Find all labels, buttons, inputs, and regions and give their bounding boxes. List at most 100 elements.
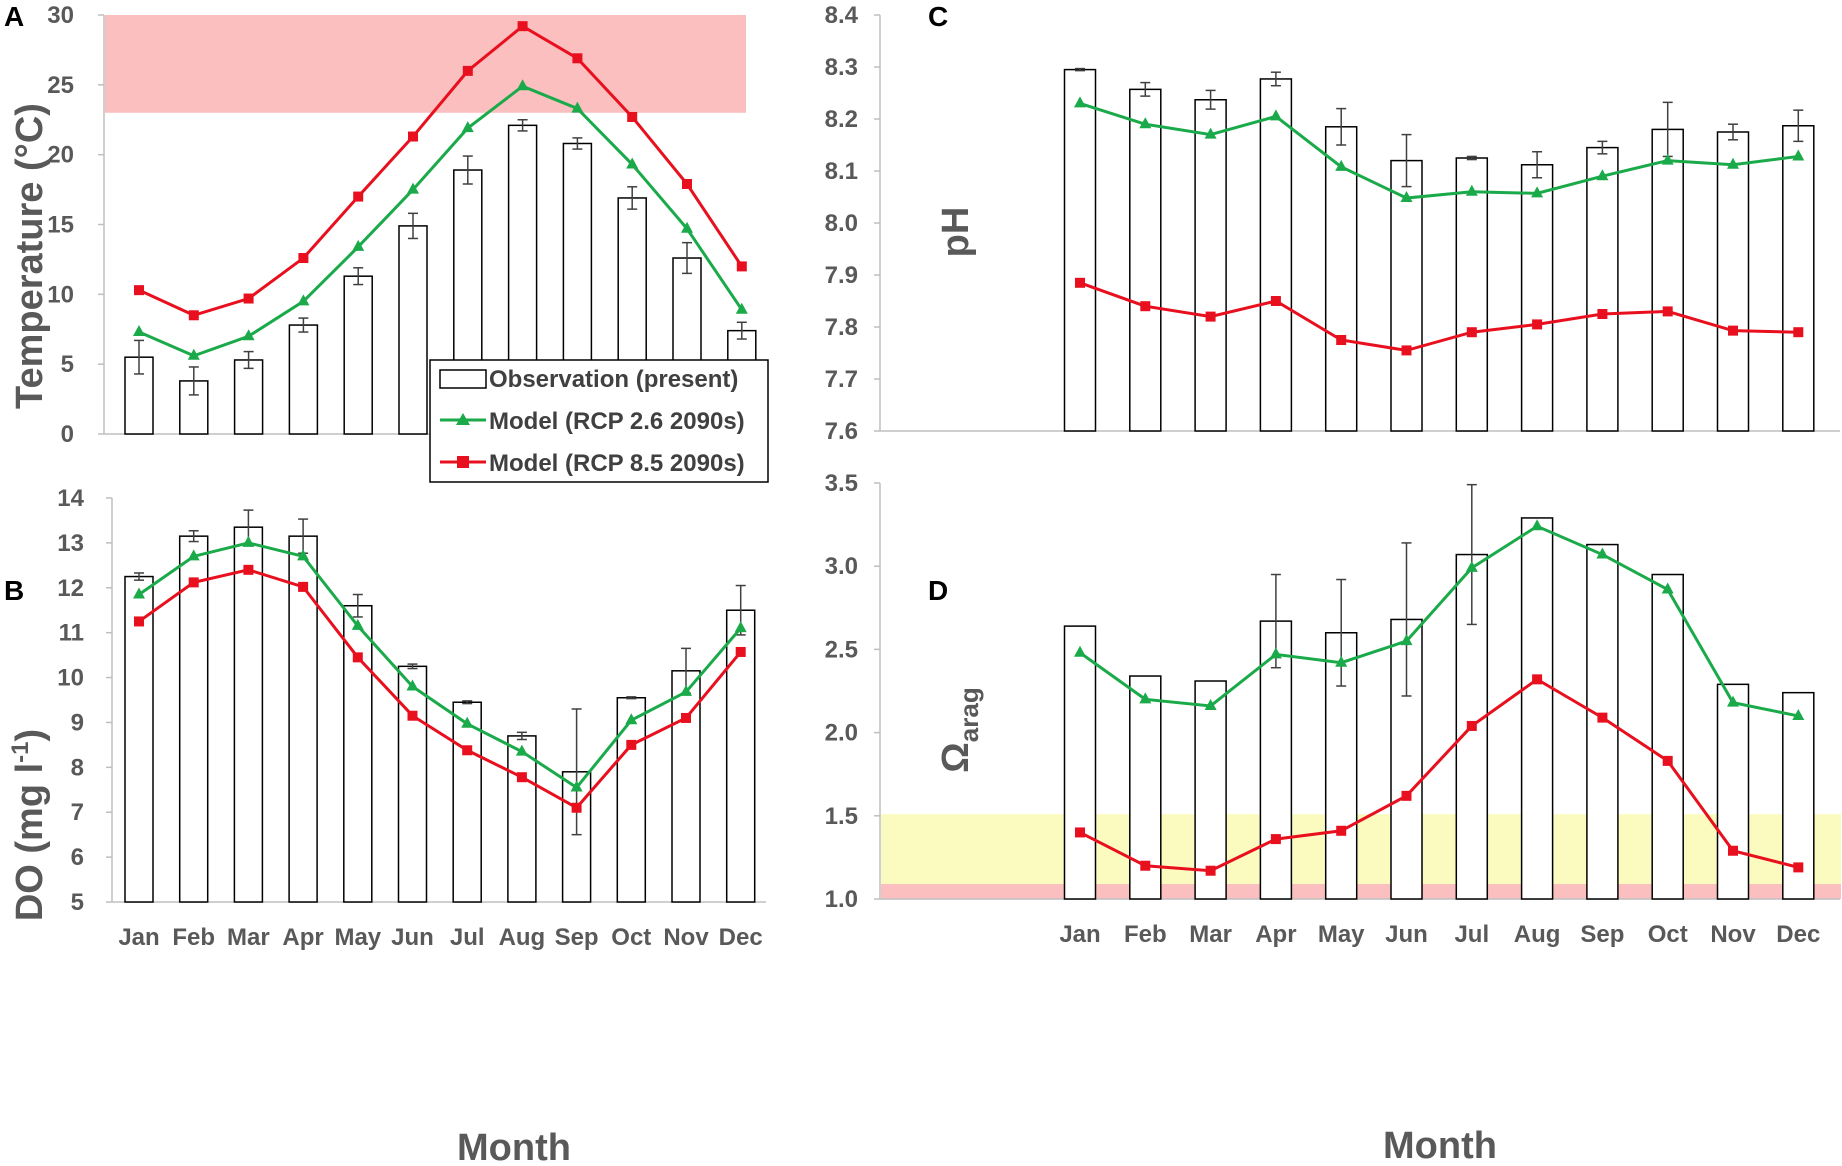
x-tick-label: May bbox=[1318, 921, 1365, 948]
rcp26-point bbox=[734, 621, 747, 633]
rcp26-point bbox=[1465, 184, 1478, 196]
panel-letter-b: B bbox=[4, 575, 24, 606]
x-tick-label: Jul bbox=[450, 924, 485, 951]
rcp85-point bbox=[571, 802, 582, 813]
panel-d: 1.0 1.5 2.0 2.5 3.0 3.5 Jan Feb Mar Apr May Jun Jul A… bbox=[825, 470, 1841, 948]
rcp85-point bbox=[1336, 825, 1347, 836]
rcp26-point bbox=[626, 157, 639, 169]
panel-letter-a: A bbox=[4, 1, 24, 32]
observation-bar bbox=[1782, 125, 1815, 432]
x-tick-label: Jun bbox=[1385, 921, 1428, 948]
rcp26-line bbox=[138, 84, 744, 358]
y-tick-label: 15 bbox=[47, 212, 74, 239]
rcp26-point bbox=[570, 780, 583, 792]
rcp85-point bbox=[1466, 327, 1477, 338]
rcp85-point bbox=[1270, 296, 1281, 306]
rcp26-point bbox=[735, 302, 748, 314]
rcp26-point bbox=[1531, 186, 1544, 198]
rcp26-point bbox=[680, 684, 692, 696]
threshold-band-yellow bbox=[881, 814, 1841, 885]
observation-bar bbox=[1194, 680, 1227, 900]
x-tick-label: Dec bbox=[1776, 921, 1820, 948]
rcp85-point bbox=[517, 21, 528, 32]
y-tick-label: 3.5 bbox=[825, 470, 858, 497]
rcp85-point bbox=[1270, 834, 1281, 845]
svg-text:Ωarag: Ωarag bbox=[935, 687, 984, 772]
rcp85-point bbox=[1466, 720, 1477, 731]
rcp26-point bbox=[187, 348, 200, 360]
rcp26-point bbox=[1204, 698, 1217, 710]
x-tick-label: Aug bbox=[1514, 921, 1561, 948]
rcp85-point bbox=[516, 772, 527, 783]
rcp26-point bbox=[681, 221, 693, 233]
x-tick-label: Nov bbox=[1710, 921, 1756, 948]
x-tick-label: Nov bbox=[663, 924, 709, 951]
rcp85-point bbox=[1662, 755, 1673, 766]
x-axis-title-d: Month bbox=[1383, 1125, 1497, 1166]
y-tick-label: 8.0 bbox=[825, 210, 858, 237]
observation-bar bbox=[1063, 625, 1097, 900]
rcp85-point bbox=[1401, 345, 1412, 356]
y-tick-label: 8.4 bbox=[825, 2, 859, 29]
svg-text:DO (mg l-1): DO (mg l-1) bbox=[7, 729, 51, 921]
rcp26-point bbox=[1792, 149, 1805, 161]
rcp26-point bbox=[1269, 647, 1282, 659]
y-tick-label: 3.0 bbox=[825, 553, 858, 580]
observation-bar bbox=[233, 526, 264, 903]
legend: Observation (present) Model (RCP 2.6 209… bbox=[429, 359, 769, 483]
x-tick-label: May bbox=[334, 924, 381, 951]
rcp26-point bbox=[1139, 117, 1152, 129]
x-tick-label: Apr bbox=[282, 924, 323, 951]
x-tick-label: Jul bbox=[1454, 921, 1489, 948]
y-tick-label: 12 bbox=[57, 575, 84, 602]
x-tick-label: Jan bbox=[1059, 921, 1100, 948]
x-tick-label: Sep bbox=[555, 924, 599, 951]
panel-letter-d: D bbox=[928, 575, 948, 606]
y-tick-label: 6 bbox=[71, 844, 84, 871]
y-tick-label: 8.3 bbox=[825, 54, 858, 81]
rcp26-point bbox=[297, 294, 310, 306]
y-axis-title-a: Temperature (°C) bbox=[9, 103, 51, 409]
y-tick-label: 25 bbox=[47, 72, 74, 99]
rcp26-point bbox=[1531, 519, 1544, 531]
rcp26-line bbox=[1079, 524, 1799, 718]
rcp26-point bbox=[1204, 127, 1217, 139]
rcp85-line bbox=[1079, 281, 1799, 352]
x-tick-label: Mar bbox=[227, 924, 270, 951]
rcp85-line bbox=[138, 568, 742, 810]
y-tick-label: 0 bbox=[61, 421, 74, 448]
observation-bar bbox=[1651, 573, 1684, 900]
rcp26-point bbox=[352, 239, 365, 251]
rcp26-point bbox=[187, 549, 200, 561]
rcp85-point bbox=[408, 131, 418, 142]
observation-bar bbox=[1520, 517, 1554, 900]
rcp26-point bbox=[1335, 159, 1348, 171]
y-axis-title-c: pH bbox=[935, 207, 977, 258]
observation-bar bbox=[398, 225, 428, 435]
y-tick-label: 1.5 bbox=[825, 803, 858, 830]
legend-rcp26-marker bbox=[456, 413, 470, 425]
observation-bar bbox=[1716, 683, 1750, 900]
rcp85-point bbox=[1532, 674, 1543, 685]
observation-bar bbox=[616, 697, 647, 903]
rcp85-point bbox=[1140, 860, 1151, 871]
rcp85-point bbox=[626, 739, 637, 750]
x-axis-title-b: Month bbox=[457, 1127, 571, 1166]
rcp85-point bbox=[1728, 845, 1738, 856]
rcp26-point bbox=[242, 329, 255, 341]
y-tick-label: 14 bbox=[57, 485, 84, 512]
observation-bar bbox=[178, 535, 209, 903]
rcp85-point bbox=[572, 53, 583, 64]
rcp26-point bbox=[407, 182, 419, 194]
rcp85-point bbox=[134, 285, 144, 296]
rcp85-point bbox=[1336, 335, 1347, 345]
observation-bar bbox=[1586, 146, 1619, 432]
rcp26-point bbox=[133, 325, 145, 337]
rcp85-point bbox=[352, 652, 363, 663]
rcp85-line bbox=[1079, 677, 1799, 873]
rcp26-point bbox=[242, 535, 255, 547]
x-tick-label: Sep bbox=[1580, 921, 1624, 948]
observation-bar bbox=[1259, 78, 1293, 432]
rcp26-point bbox=[1400, 634, 1413, 646]
